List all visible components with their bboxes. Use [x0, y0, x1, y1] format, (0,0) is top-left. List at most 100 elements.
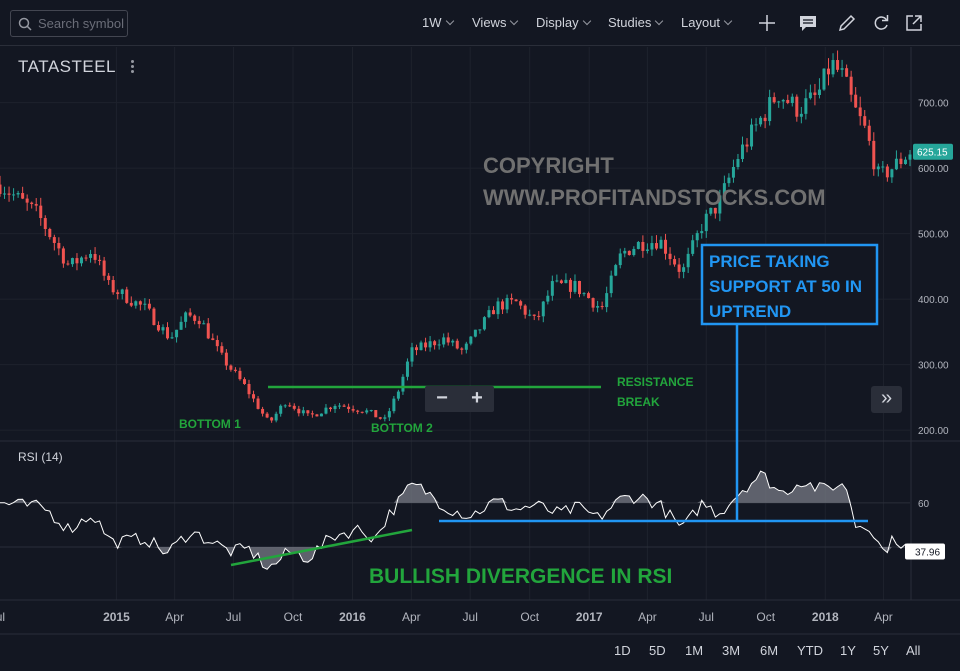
candle-down — [795, 96, 799, 117]
candle-down — [43, 218, 47, 229]
zoom-in-button[interactable]: + — [471, 387, 483, 409]
symbol-name[interactable]: TATASTEEL — [18, 57, 117, 76]
candle-up — [614, 265, 618, 276]
candle-down — [129, 302, 133, 306]
candle-up — [754, 124, 758, 126]
candle-up — [722, 183, 726, 196]
candle-up — [528, 314, 532, 316]
candle-down — [265, 413, 269, 418]
candle-up — [623, 250, 627, 254]
time-axis-label: Jul — [226, 610, 241, 624]
candle-up — [184, 312, 188, 322]
candle-down — [288, 405, 292, 407]
time-axis-label: Oct — [520, 610, 539, 624]
watermark: COPYRIGHT WWW.PROFITANDSTOCKS.COM — [483, 153, 826, 210]
search-input[interactable] — [38, 15, 124, 32]
candle-down — [306, 410, 310, 414]
candle-down — [591, 298, 595, 308]
range-button-1d[interactable]: 1D — [614, 643, 631, 658]
candle-down — [111, 280, 115, 293]
search-box[interactable] — [10, 10, 128, 37]
candle-up — [881, 166, 885, 168]
candle-down — [247, 383, 251, 395]
candle-up — [324, 407, 328, 414]
range-button-6m[interactable]: 6M — [760, 643, 779, 658]
candle-down — [673, 259, 677, 265]
candle-up — [768, 97, 772, 122]
interval-label: 1W — [422, 15, 442, 30]
candle-up — [396, 391, 400, 399]
range-button-3m[interactable]: 3M — [722, 643, 741, 658]
candle-up — [392, 398, 396, 412]
candle-down — [836, 60, 840, 70]
candle-up — [473, 329, 477, 337]
candle-down — [501, 301, 505, 310]
candle-down — [75, 258, 79, 264]
candle-up — [718, 195, 722, 214]
range-button-ytd[interactable]: YTD — [797, 643, 823, 658]
candle-down — [21, 193, 25, 199]
interval-dropdown[interactable]: 1W — [422, 15, 454, 30]
rsi-last-value: 37.96 — [915, 548, 940, 559]
candle-up — [3, 193, 7, 195]
candle-down — [297, 408, 301, 414]
candle-down — [220, 346, 224, 353]
candle-down — [374, 410, 378, 418]
candle-down — [510, 298, 514, 300]
candle-up — [903, 159, 907, 165]
refresh-icon[interactable] — [870, 12, 892, 34]
layout-dropdown[interactable]: Layout — [681, 15, 733, 30]
range-button-5d[interactable]: 5D — [649, 643, 666, 658]
candle-up — [609, 275, 613, 294]
candle-up — [731, 167, 735, 178]
candle-down — [424, 342, 428, 348]
candle-up — [777, 101, 781, 103]
candle-down — [446, 337, 450, 343]
candle-up — [383, 417, 387, 419]
range-button-1y[interactable]: 1Y — [840, 643, 856, 658]
candle-down — [854, 94, 858, 108]
candle-up — [170, 337, 174, 339]
candle-up — [618, 253, 622, 266]
candle-up — [387, 411, 391, 418]
candle-down — [30, 202, 34, 205]
candle-down — [152, 308, 156, 326]
candle-up — [817, 89, 821, 96]
candle-down — [351, 409, 355, 411]
candle-up — [202, 323, 206, 325]
candle-down — [813, 92, 817, 96]
more-options-icon[interactable] — [131, 60, 135, 76]
zoom-controls: − + — [425, 386, 494, 412]
draw-icon[interactable] — [836, 12, 858, 34]
candle-down — [713, 207, 717, 214]
candle-up — [12, 194, 16, 196]
candle-down — [98, 259, 102, 261]
candle-down — [641, 241, 645, 251]
candle-down — [872, 140, 876, 170]
candle-down — [899, 158, 903, 165]
scroll-forward-button[interactable]: » — [871, 386, 902, 413]
candle-down — [328, 407, 332, 410]
range-button-all[interactable]: All — [906, 643, 921, 658]
candle-down — [559, 280, 563, 284]
display-dropdown[interactable]: Display — [536, 15, 591, 30]
studies-label: Studies — [608, 15, 652, 30]
studies-dropdown[interactable]: Studies — [608, 15, 664, 30]
candle-up — [727, 177, 731, 184]
views-dropdown[interactable]: Views — [472, 15, 519, 30]
candle-down — [0, 184, 2, 194]
candle-up — [464, 343, 468, 350]
zoom-out-button[interactable]: − — [436, 387, 448, 409]
candle-up — [691, 240, 695, 254]
candle-down — [57, 242, 61, 249]
candle-up — [70, 258, 74, 265]
range-button-5y[interactable]: 5Y — [873, 643, 889, 658]
range-button-1m[interactable]: 1M — [685, 643, 704, 658]
resistance-label-line-2: BREAK — [617, 395, 660, 409]
notes-icon[interactable] — [797, 12, 819, 34]
add-icon[interactable] — [756, 12, 778, 34]
candle-up — [469, 336, 473, 344]
candle-up — [482, 317, 486, 330]
popout-icon[interactable] — [903, 12, 925, 34]
